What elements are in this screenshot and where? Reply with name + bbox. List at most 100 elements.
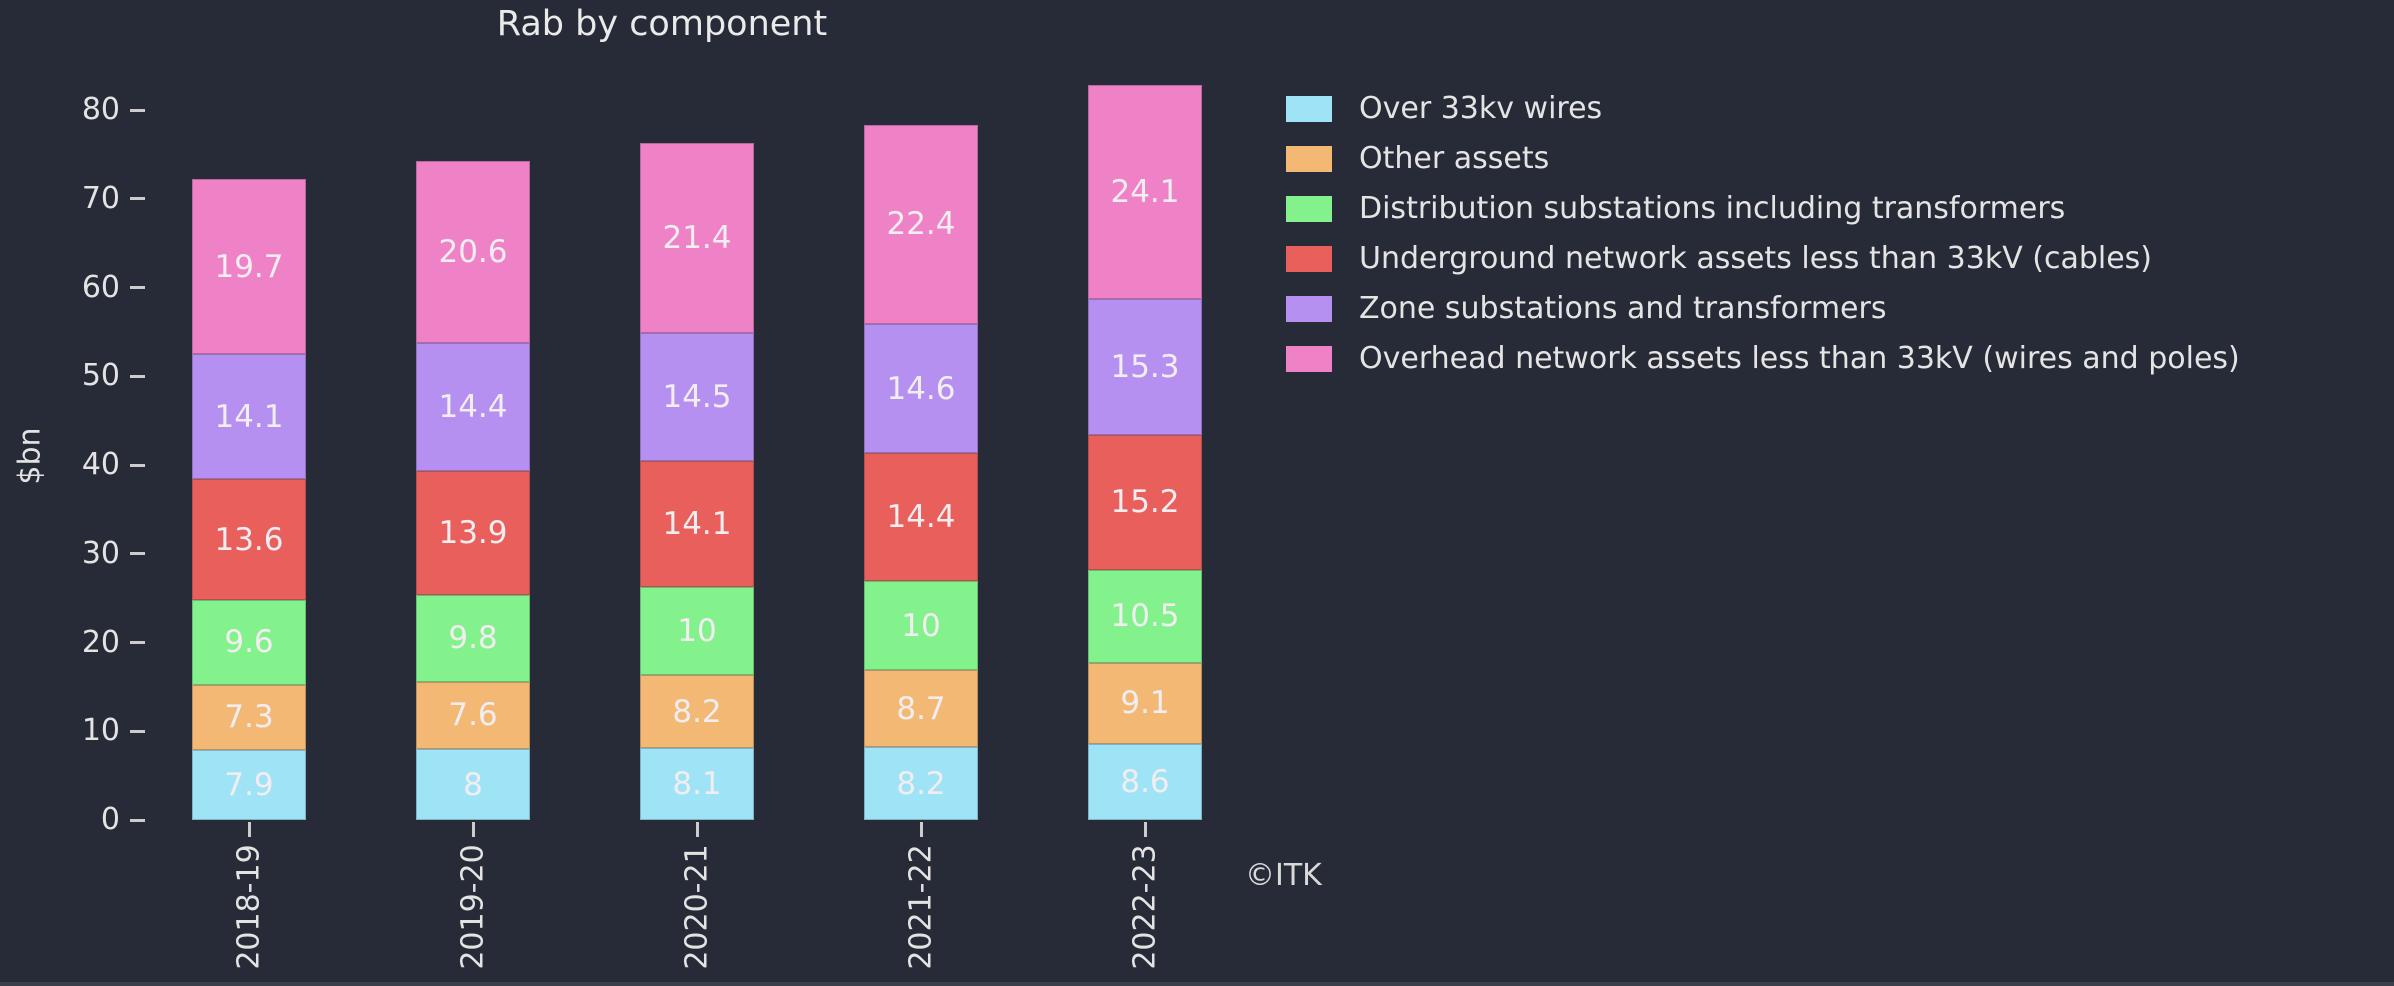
bar-segment: 15.2 xyxy=(1088,434,1202,570)
bar-segment: 15.3 xyxy=(1088,299,1202,435)
x-tick-mark xyxy=(471,822,475,837)
y-tick-label: 10 xyxy=(81,713,120,749)
bar-segment: 14.1 xyxy=(640,461,754,587)
bar-value-label: 13.9 xyxy=(438,514,508,551)
y-tick-label: 60 xyxy=(81,269,120,305)
bar-value-label: 9.6 xyxy=(224,624,274,661)
bar-value-label: 10.5 xyxy=(1110,598,1180,635)
bar-value-label: 10 xyxy=(901,607,941,644)
bar-value-label: 14.6 xyxy=(886,370,956,407)
bar-segment: 9.1 xyxy=(1088,662,1202,744)
legend-label: Overhead network assets less than 33kV (… xyxy=(1359,341,2240,376)
bar-value-label: 14.5 xyxy=(662,379,732,416)
y-tick-mark xyxy=(130,374,145,378)
bar-segment: 14.4 xyxy=(864,453,978,582)
bar-value-label: 8 xyxy=(463,766,483,803)
x-tick-mark xyxy=(247,822,251,837)
bar-value-label: 14.4 xyxy=(886,499,956,536)
legend-swatch xyxy=(1286,246,1332,272)
x-tick-mark xyxy=(919,822,923,837)
bar-value-label: 8.6 xyxy=(1120,763,1170,800)
bar-segment: 8.6 xyxy=(1088,743,1202,820)
bar-segment: 10.5 xyxy=(1088,569,1202,663)
bar-segment: 8.2 xyxy=(640,675,754,749)
bar-value-label: 22.4 xyxy=(886,206,956,243)
legend-swatch xyxy=(1286,146,1332,172)
bar-segment: 8.7 xyxy=(864,670,978,748)
bar-segment: 10 xyxy=(864,581,978,670)
bar-segment: 14.1 xyxy=(192,354,306,480)
legend-swatch xyxy=(1286,96,1332,122)
bar-segment: 19.7 xyxy=(192,179,306,355)
bar-value-label: 24.1 xyxy=(1110,174,1180,211)
legend-swatch xyxy=(1286,196,1332,222)
bar-value-label: 10 xyxy=(677,612,717,649)
bar-segment: 9.8 xyxy=(416,594,530,682)
bar-segment: 14.5 xyxy=(640,332,754,462)
bar-value-label: 21.4 xyxy=(662,219,732,256)
bar-value-label: 13.6 xyxy=(214,521,284,558)
bar-segment: 7.3 xyxy=(192,685,306,750)
bar-segment: 9.6 xyxy=(192,599,306,686)
bar-segment: 8.2 xyxy=(864,747,978,820)
x-tick-label: 2018-19 xyxy=(231,844,267,970)
y-tick-label: 0 xyxy=(100,802,120,837)
bar-segment: 7.6 xyxy=(416,681,530,749)
bar-segment: 13.9 xyxy=(416,471,530,595)
bar-value-label: 15.2 xyxy=(1110,484,1180,521)
bar-value-label: 9.1 xyxy=(1120,685,1170,722)
legend-label: Underground network assets less than 33k… xyxy=(1359,241,2153,276)
y-tick-label: 40 xyxy=(81,447,120,482)
bar-segment: 22.4 xyxy=(864,125,978,324)
bar-segment: 7.9 xyxy=(192,749,306,820)
x-tick-label: 2022-23 xyxy=(1127,844,1163,970)
y-tick-label: 20 xyxy=(81,624,120,660)
bar-value-label: 19.7 xyxy=(214,248,284,285)
legend-label: Other assets xyxy=(1359,141,1550,176)
x-tick-mark xyxy=(695,822,699,837)
y-tick-label: 80 xyxy=(81,92,120,127)
bar-value-label: 7.9 xyxy=(224,766,274,803)
legend-label: Distribution substations including trans… xyxy=(1359,191,2066,226)
bar-value-label: 14.1 xyxy=(214,398,284,435)
bar-segment: 8 xyxy=(416,749,530,820)
bar-value-label: 15.3 xyxy=(1110,348,1180,385)
bar-segment: 13.6 xyxy=(192,479,306,600)
y-tick-mark xyxy=(130,463,145,467)
y-tick-label: 30 xyxy=(81,535,120,571)
legend-swatch xyxy=(1286,296,1332,322)
x-tick-label: 2020-21 xyxy=(679,844,715,970)
legend-label: Over 33kv wires xyxy=(1359,91,1603,126)
bar-value-label: 8.2 xyxy=(672,693,722,730)
bar-segment: 8.1 xyxy=(640,748,754,820)
bar-value-label: 7.6 xyxy=(448,697,498,734)
chart-title: Rab by component xyxy=(496,4,828,44)
y-tick-mark xyxy=(130,552,145,556)
bar-value-label: 7.3 xyxy=(224,699,274,736)
bar-value-label: 14.1 xyxy=(662,506,732,542)
bar-value-label: 14.4 xyxy=(438,389,508,426)
x-tick-label: 2021-22 xyxy=(903,844,939,970)
bar-segment: 20.6 xyxy=(416,160,530,344)
bar-segment: 24.1 xyxy=(1088,85,1202,300)
bar-value-label: 20.6 xyxy=(438,233,508,270)
y-tick-mark xyxy=(130,197,145,201)
bar-value-label: 8.1 xyxy=(672,766,722,803)
bar-segment: 21.4 xyxy=(640,142,754,333)
bar-value-label: 8.7 xyxy=(896,690,946,727)
x-tick-label: 2019-20 xyxy=(455,844,491,970)
y-tick-mark xyxy=(130,641,145,644)
y-tick-mark xyxy=(130,729,145,733)
y-tick-mark xyxy=(130,286,145,289)
bar-value-label: 8.2 xyxy=(896,765,946,802)
legend-label: Zone substations and transformers xyxy=(1359,291,1887,326)
legend-swatch xyxy=(1286,346,1332,372)
bar-segment: 14.4 xyxy=(416,343,530,472)
y-tick-mark xyxy=(130,108,145,112)
watermark: ©ITK xyxy=(1245,858,1322,893)
bar-segment: 14.6 xyxy=(864,323,978,454)
y-tick-label: 50 xyxy=(81,358,120,394)
bar-value-label: 9.8 xyxy=(448,620,498,657)
bar-segment: 10 xyxy=(640,586,754,676)
